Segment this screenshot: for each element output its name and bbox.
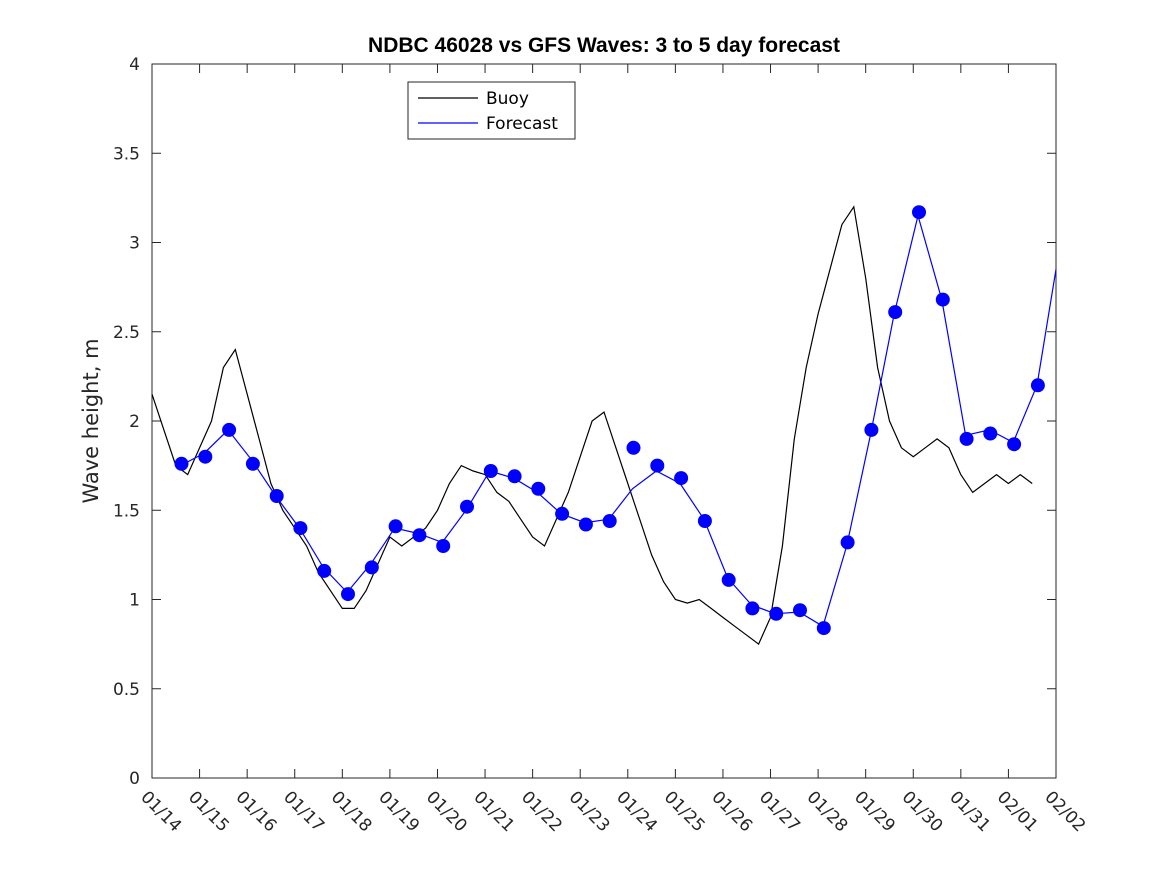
forecast-marker [507, 469, 522, 484]
x-tick-label: 01/16 [232, 787, 281, 836]
forecast-marker [293, 521, 308, 536]
forecast-marker [959, 431, 974, 446]
forecast-marker [555, 506, 570, 521]
forecast-marker [1030, 378, 1045, 393]
y-tick-label: 0 [129, 769, 140, 789]
forecast-marker [483, 464, 498, 478]
forecast-marker [650, 458, 665, 473]
x-tick-label: 01/19 [374, 787, 423, 836]
x-tick-label: 01/14 [136, 787, 185, 836]
forecast-marker [816, 621, 831, 636]
forecast-marker [460, 499, 474, 514]
forecast-marker [602, 514, 617, 528]
x-tick-label: 01/21 [470, 787, 519, 836]
x-tick-label: 01/18 [327, 787, 376, 836]
x-tick-label: 02/01 [993, 787, 1042, 836]
y-tick-label: 4 [129, 55, 140, 75]
y-tick-label: 0.5 [113, 680, 140, 700]
forecast-marker [864, 422, 879, 437]
forecast-marker [269, 489, 284, 503]
y-tick-label: 2 [129, 412, 140, 432]
forecast-marker [697, 514, 712, 528]
y-tick-label: 3.5 [113, 144, 140, 164]
forecast-marker [1007, 437, 1022, 452]
plot-area: 00.511.522.533.5401/1401/1501/1601/1701/… [113, 55, 1089, 836]
forecast-marker [198, 449, 213, 464]
forecast-marker [245, 456, 260, 471]
forecast-series-line [180, 213, 1057, 628]
x-tick-label: 02/02 [1040, 787, 1089, 836]
forecast-marker [935, 292, 950, 307]
x-tick-label: 01/20 [422, 787, 471, 836]
x-tick-label: 01/26 [707, 787, 756, 836]
forecast-marker [793, 603, 807, 618]
x-tick-label: 01/15 [184, 787, 233, 836]
forecast-marker [531, 481, 546, 496]
forecast-marker [840, 535, 855, 550]
forecast-marker [341, 587, 355, 602]
x-tick-label: 01/30 [898, 787, 947, 836]
forecast-marker [674, 471, 689, 486]
forecast-marker [912, 205, 926, 220]
legend-box [407, 81, 576, 140]
forecast-marker [436, 539, 451, 553]
x-tick-label: 01/23 [565, 787, 614, 836]
x-tick-label: 01/31 [945, 787, 994, 836]
y-tick-label: 1.5 [113, 501, 140, 521]
y-tick-label: 1 [129, 591, 140, 611]
axes-box [151, 63, 1057, 779]
y-axis-label: Wave height, m [79, 338, 103, 503]
x-tick-label: 01/24 [612, 787, 661, 836]
x-tick-label: 01/17 [279, 787, 328, 836]
forecast-marker [745, 601, 760, 616]
forecast-marker [578, 517, 593, 532]
legend-buoy-label: Buoy [486, 89, 529, 109]
forecast-marker [412, 528, 427, 543]
x-tick-label: 01/29 [850, 787, 899, 836]
x-tick-label: 01/28 [803, 787, 852, 836]
forecast-marker [317, 563, 332, 578]
buoy-series-line [151, 205, 1033, 646]
forecast-marker [983, 426, 998, 441]
legend-forecast-label: Forecast [486, 114, 558, 134]
y-tick-label: 3 [129, 234, 140, 254]
y-tick-label: 2.5 [113, 323, 140, 343]
x-tick-label: 01/22 [517, 787, 566, 836]
legend: Buoy Forecast [407, 81, 576, 140]
forecast-marker [174, 456, 189, 471]
forecast-marker [888, 305, 903, 320]
forecast-marker [626, 440, 641, 455]
x-tick-label: 01/25 [660, 787, 709, 836]
chart-title: NDBC 46028 vs GFS Waves: 3 to 5 day fore… [368, 34, 840, 57]
forecast-marker [222, 422, 237, 437]
forecast-marker [721, 572, 736, 587]
forecast-marker [388, 519, 403, 534]
x-tick-label: 01/27 [755, 787, 804, 836]
forecast-marker [769, 606, 784, 621]
forecast-marker [364, 560, 379, 575]
